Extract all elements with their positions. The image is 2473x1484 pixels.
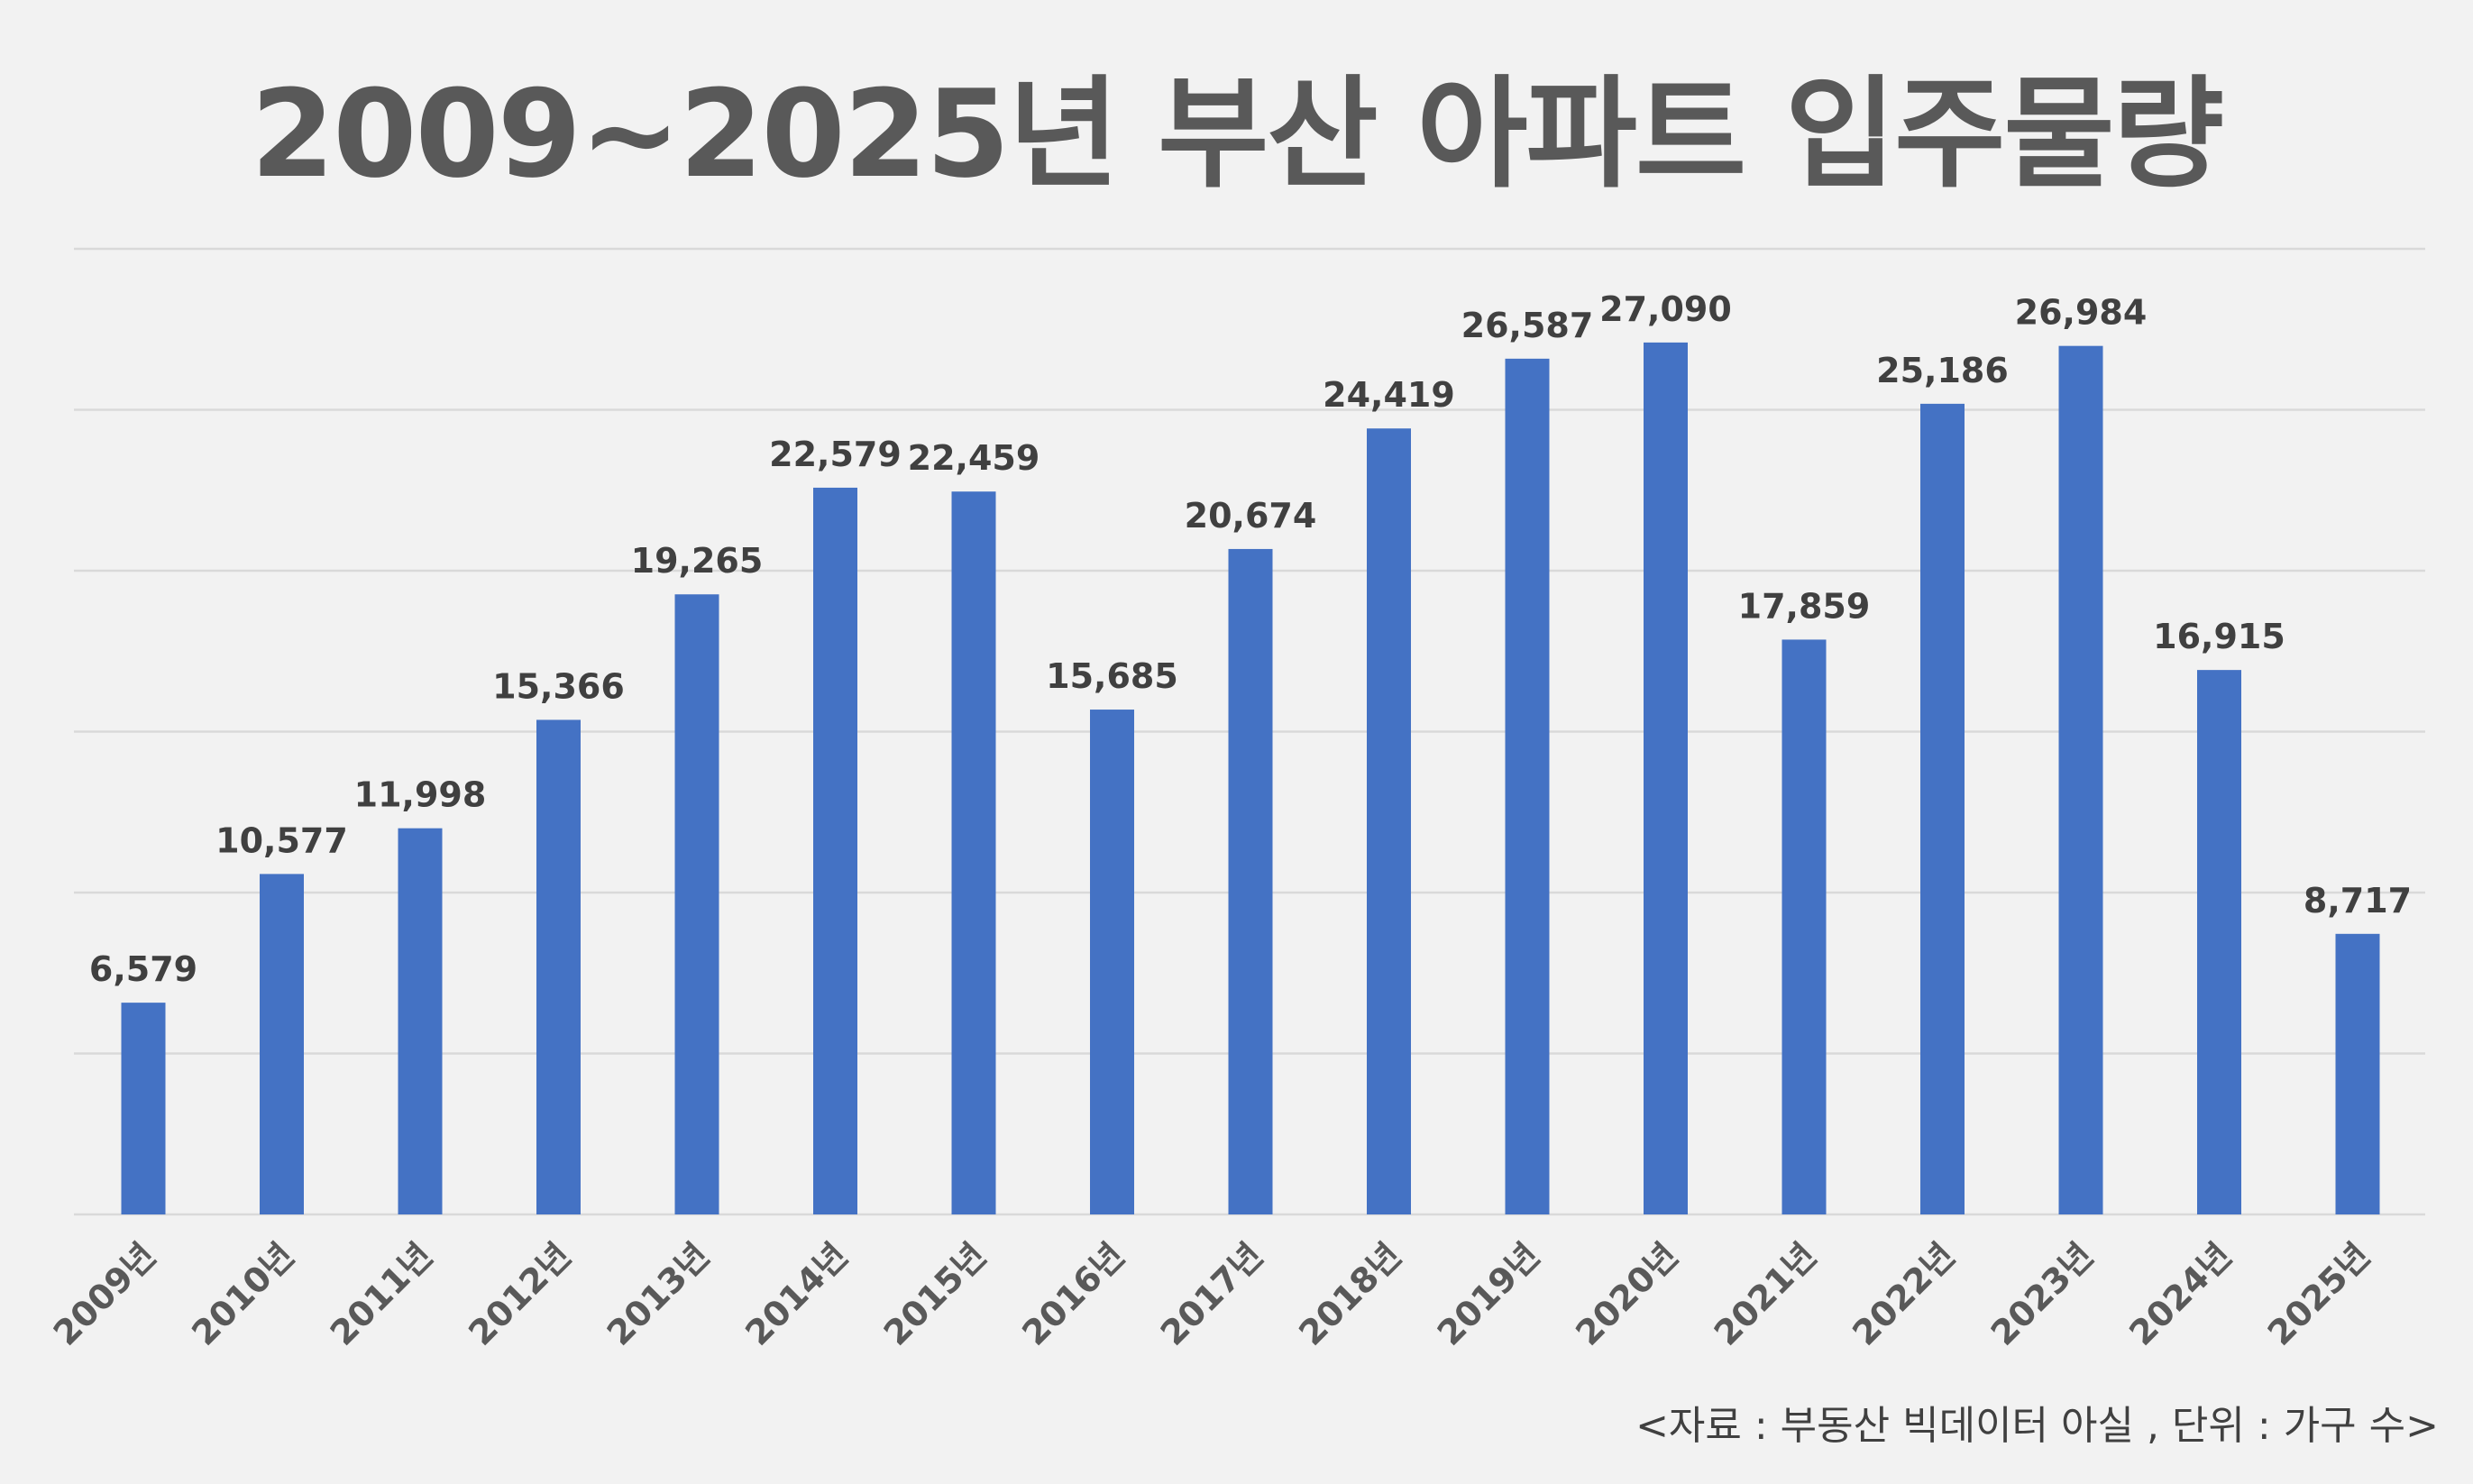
bar-2021년	[1781, 639, 1827, 1214]
data-label: 17,859	[1738, 586, 1871, 626]
x-tick-label: 2024년	[2121, 1235, 2239, 1353]
data-label: 26,984	[2015, 293, 2148, 333]
x-tick-label: 2022년	[1845, 1235, 1963, 1353]
bar-2023년	[2058, 345, 2103, 1214]
bar-2012년	[536, 719, 581, 1214]
bar-2013년	[674, 594, 719, 1214]
data-label: 8,717	[2304, 881, 2412, 921]
bar-2024년	[2197, 670, 2241, 1214]
bar-2018년	[1367, 428, 1411, 1214]
x-tick-label: 2014년	[737, 1235, 856, 1353]
x-tick-label: 2021년	[1707, 1235, 1825, 1353]
x-tick-label: 2011년	[323, 1235, 441, 1353]
x-tick-label: 2025년	[2260, 1235, 2378, 1353]
data-label: 10,577	[215, 820, 348, 860]
x-tick-label: 2018년	[1291, 1235, 1409, 1353]
x-tick-label: 2016년	[1014, 1235, 1132, 1353]
x-tick-label: 2020년	[1568, 1235, 1686, 1353]
bar-2015년	[951, 491, 996, 1214]
chart-title: 2009~2025년 부산 아파트 입주물량	[251, 64, 2224, 205]
bars	[121, 342, 2380, 1215]
x-tick-label: 2013년	[600, 1235, 718, 1353]
bar-2020년	[1644, 342, 1688, 1215]
data-label: 15,685	[1046, 656, 1178, 696]
x-axis-labels: 2009년 2010년 2011년 2012년 2013년 2014년 2015년 2016년…	[46, 1235, 2378, 1353]
bar-2016년	[1090, 710, 1134, 1214]
x-tick-label: 2019년	[1430, 1235, 1548, 1353]
x-tick-label: 2023년	[1983, 1235, 2102, 1353]
data-label: 22,579	[769, 435, 902, 474]
x-tick-label: 2009년	[46, 1235, 164, 1353]
data-label: 26,587	[1461, 306, 1594, 345]
bar-2025년	[2335, 933, 2380, 1214]
data-label: 6,579	[89, 949, 197, 989]
x-tick-label: 2012년	[461, 1235, 579, 1353]
data-label: 15,366	[492, 666, 625, 706]
x-tick-label: 2017년	[1153, 1235, 1271, 1353]
bar-2022년	[1920, 403, 1965, 1214]
bar-2009년	[121, 1003, 166, 1214]
bar-2017년	[1228, 548, 1273, 1214]
source-note: <자료 : 부동산 빅데이터 아실 , 단위 : 가구 수>	[1635, 1403, 2439, 1449]
data-label: 22,459	[908, 438, 1040, 478]
x-tick-label: 2010년	[184, 1235, 302, 1353]
data-label: 20,674	[1185, 496, 1317, 536]
data-label: 24,419	[1323, 375, 1455, 415]
bar-2010년	[260, 874, 304, 1214]
bar-2014년	[813, 487, 857, 1214]
data-label: 25,186	[1876, 351, 2009, 390]
data-label: 27,090	[1599, 289, 1732, 329]
bar-2011년	[398, 828, 443, 1214]
data-label: 19,265	[631, 541, 764, 581]
bar-2019년	[1505, 358, 1550, 1214]
x-tick-label: 2015년	[876, 1235, 994, 1353]
data-label: 16,915	[2153, 617, 2285, 656]
data-label: 11,998	[354, 775, 487, 815]
